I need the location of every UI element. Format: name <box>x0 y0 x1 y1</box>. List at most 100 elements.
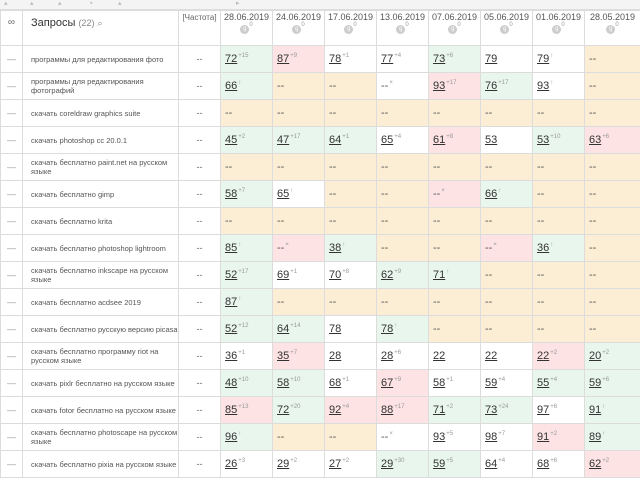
position-cell[interactable]: 91+2 <box>532 423 585 451</box>
position-cell[interactable]: 65↑ <box>272 180 325 208</box>
tool-icon-1[interactable]: ▴ <box>4 0 8 7</box>
position-cell[interactable]: 73+6 <box>428 45 481 73</box>
tool-icon-6[interactable]: ▸ <box>236 0 240 7</box>
position-cell[interactable]: 78+1 <box>324 45 377 73</box>
position-cell[interactable]: 92+4 <box>324 396 377 424</box>
date-header[interactable]: 17.06.2019 g0 <box>324 10 377 46</box>
row-menu-handle[interactable]: — <box>0 423 23 451</box>
query-text[interactable]: скачать бесплатно acdsee 2019 <box>22 288 179 316</box>
query-text[interactable]: скачать бесплатно русскую версию picasa <box>22 315 179 343</box>
position-cell[interactable]: 68+1 <box>324 369 377 397</box>
row-menu-handle[interactable]: — <box>0 72 23 100</box>
query-text[interactable]: скачать coreldraw graphics suite <box>22 99 179 127</box>
position-cell[interactable]: 93↑ <box>532 72 585 100</box>
position-cell[interactable]: 58+10 <box>272 369 325 397</box>
row-menu-handle[interactable]: — <box>0 450 23 478</box>
position-cell[interactable]: 62+2 <box>584 450 640 478</box>
position-cell[interactable]: 69+1 <box>272 261 325 289</box>
row-menu-handle[interactable]: — <box>0 315 23 343</box>
position-cell[interactable]: 22+2 <box>532 342 585 370</box>
query-text[interactable]: скачать бесплатно paint.net на русском я… <box>22 153 179 181</box>
tool-icon-5[interactable]: ▴ <box>118 0 122 7</box>
position-cell[interactable]: 36↑ <box>532 234 585 262</box>
date-header[interactable]: 28.06.2019 g0 <box>220 10 273 46</box>
position-cell[interactable]: 52+12 <box>220 315 273 343</box>
row-menu-handle[interactable]: — <box>0 396 23 424</box>
position-cell[interactable]: 89↑ <box>584 423 640 451</box>
row-menu-handle[interactable]: — <box>0 342 23 370</box>
position-cell[interactable]: 68+6 <box>532 450 585 478</box>
query-text[interactable]: скачать бесплатно photoshop lightroom <box>22 234 179 262</box>
position-cell[interactable]: 53+10 <box>532 126 585 154</box>
position-cell[interactable]: 72+20 <box>272 396 325 424</box>
position-cell[interactable]: 59+6 <box>584 369 640 397</box>
row-menu-handle[interactable]: — <box>0 288 23 316</box>
position-cell[interactable]: 28 <box>324 342 377 370</box>
position-cell[interactable]: 36+1 <box>220 342 273 370</box>
query-text[interactable]: скачать pixlr бесплатно на русском языке <box>22 369 179 397</box>
position-cell[interactable]: 77+4 <box>376 45 429 73</box>
position-cell[interactable]: 67+9 <box>376 369 429 397</box>
position-cell[interactable]: 27+2 <box>324 450 377 478</box>
date-header[interactable]: 07.06.2019 g0 <box>428 10 481 46</box>
position-cell[interactable]: 29+2 <box>272 450 325 478</box>
position-cell[interactable]: 66↑ <box>480 180 533 208</box>
row-menu-handle[interactable]: — <box>0 99 23 127</box>
position-cell[interactable]: 63+6 <box>584 126 640 154</box>
date-header[interactable]: 01.06.2019 g0 <box>532 10 585 46</box>
position-cell[interactable]: 87+9 <box>272 45 325 73</box>
query-text[interactable]: скачать бесплатно программу riot на русс… <box>22 342 179 370</box>
position-cell[interactable]: 29+30 <box>376 450 429 478</box>
position-cell[interactable]: 58+7 <box>220 180 273 208</box>
row-menu-handle[interactable]: — <box>0 45 23 73</box>
query-text[interactable]: скачать бесплатно pixia на русском языке <box>22 450 179 478</box>
date-header[interactable]: 13.06.2019 g0 <box>376 10 429 46</box>
position-cell[interactable]: 64+14 <box>272 315 325 343</box>
position-cell[interactable]: 85+13 <box>220 396 273 424</box>
row-menu-handle[interactable]: — <box>0 369 23 397</box>
position-cell[interactable]: 59+5 <box>428 450 481 478</box>
position-cell[interactable]: 78 <box>324 315 377 343</box>
position-cell[interactable]: 66↑ <box>220 72 273 100</box>
row-menu-handle[interactable]: — <box>0 153 23 181</box>
position-cell[interactable]: 47+17 <box>272 126 325 154</box>
position-cell[interactable]: 85↑ <box>220 234 273 262</box>
position-cell[interactable]: 58+1 <box>428 369 481 397</box>
position-cell[interactable]: 76+17 <box>480 72 533 100</box>
position-cell[interactable]: 53 <box>480 126 533 154</box>
search-icon[interactable]: ⌕ <box>97 18 103 28</box>
tool-icon-2[interactable]: ▴ <box>30 0 34 7</box>
row-menu-handle[interactable]: — <box>0 207 23 235</box>
position-cell[interactable]: 87↑ <box>220 288 273 316</box>
position-cell[interactable]: 20+2 <box>584 342 640 370</box>
row-menu-handle[interactable]: — <box>0 180 23 208</box>
link-column-header[interactable]: ∞ <box>0 10 23 46</box>
position-cell[interactable]: 28+6 <box>376 342 429 370</box>
date-header[interactable]: 05.06.2019 g0 <box>480 10 533 46</box>
position-cell[interactable]: 78↑ <box>376 315 429 343</box>
position-cell[interactable]: 72+15 <box>220 45 273 73</box>
tool-icon-3[interactable]: ▴ <box>58 0 62 7</box>
query-text[interactable]: скачать fotor бесплатно на русском языке <box>22 396 179 424</box>
position-cell[interactable]: 79 <box>480 45 533 73</box>
date-header[interactable]: 28.05.2019 g0 <box>584 10 640 46</box>
position-cell[interactable]: 35+7 <box>272 342 325 370</box>
position-cell[interactable]: 73+24 <box>480 396 533 424</box>
position-cell[interactable]: 22 <box>428 342 481 370</box>
query-text[interactable]: скачать бесплатно krita <box>22 207 179 235</box>
position-cell[interactable]: 59+4 <box>480 369 533 397</box>
position-cell[interactable]: 97+6 <box>532 396 585 424</box>
position-cell[interactable]: 96↑ <box>220 423 273 451</box>
query-text[interactable]: программы для редактирования фотографий <box>22 72 179 100</box>
position-cell[interactable]: 48+10 <box>220 369 273 397</box>
position-cell[interactable]: 65+4 <box>376 126 429 154</box>
position-cell[interactable]: 52+17 <box>220 261 273 289</box>
query-text[interactable]: скачать photoshop cc 20.0.1 <box>22 126 179 154</box>
queries-header[interactable]: Запросы (22) ⌕ <box>22 10 179 46</box>
query-text[interactable]: скачать бесплатно inkscape на русском яз… <box>22 261 179 289</box>
row-menu-handle[interactable]: — <box>0 234 23 262</box>
position-cell[interactable]: 71↑ <box>428 261 481 289</box>
position-cell[interactable]: 93+5 <box>428 423 481 451</box>
position-cell[interactable]: 55+4 <box>532 369 585 397</box>
row-menu-handle[interactable]: — <box>0 126 23 154</box>
